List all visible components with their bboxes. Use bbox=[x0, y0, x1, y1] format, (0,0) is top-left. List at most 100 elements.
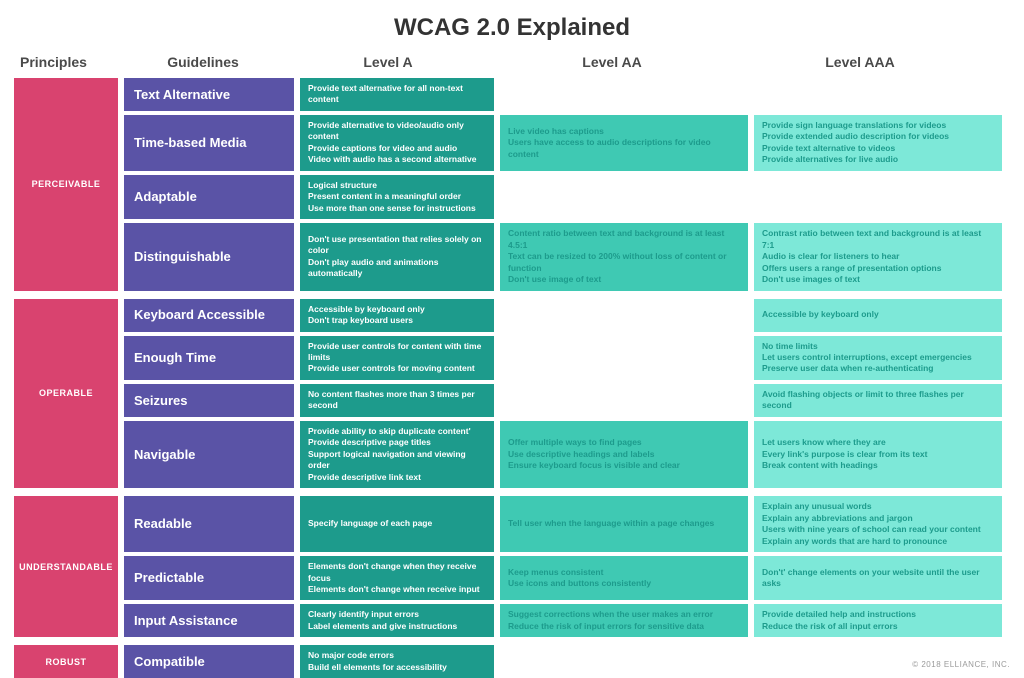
criterion-text: Let users control interruptions, except … bbox=[762, 352, 994, 363]
criterion-text: Reduce the risk of all input errors bbox=[762, 621, 994, 632]
rows-container: Keyboard AccessibleAccessible by keyboar… bbox=[124, 299, 1010, 489]
level-aa-cell bbox=[500, 384, 748, 417]
criterion-text: Contrast ratio between text and backgrou… bbox=[762, 228, 994, 251]
level-aa-cell bbox=[500, 299, 748, 332]
guideline-row: SeizuresNo content flashes more than 3 t… bbox=[124, 384, 1010, 417]
criterion-text: Provide text alternative for all non-tex… bbox=[308, 83, 486, 106]
criterion-text: Keep menus consistent bbox=[508, 567, 740, 578]
header-guidelines: Guidelines bbox=[118, 52, 288, 72]
criterion-text: Don't' change elements on your website u… bbox=[762, 567, 994, 590]
criterion-text: Explain any abbreviations and jargon bbox=[762, 513, 994, 524]
criterion-text: Provide extended audio description for v… bbox=[762, 131, 994, 142]
criterion-text: Break content with headings bbox=[762, 460, 994, 471]
principle-label: ROBUST bbox=[14, 645, 118, 678]
rows-container: CompatibleNo major code errorsBuild ell … bbox=[124, 645, 1010, 678]
criterion-text: Use more than one sense for instructions bbox=[308, 203, 486, 214]
header-level-aaa: Level AAA bbox=[736, 52, 984, 72]
criterion-text: Provide descriptive page titles bbox=[308, 437, 486, 448]
guideline-row: Enough TimeProvide user controls for con… bbox=[124, 336, 1010, 380]
level-aa-cell bbox=[500, 175, 748, 219]
criterion-text: Support logical navigation and viewing o… bbox=[308, 449, 486, 472]
criterion-text: Users have access to audio descriptions … bbox=[508, 137, 740, 160]
guideline-row: Text Alternative Provide text alternative… bbox=[124, 78, 1010, 111]
level-aa-cell bbox=[500, 645, 748, 678]
level-a-cell: Accessible by keyboard onlyDon't trap ke… bbox=[300, 299, 494, 332]
criterion-text: Offers users a range of presentation opt… bbox=[762, 263, 994, 274]
criterion-text: Audio is clear for listeners to hear bbox=[762, 251, 994, 262]
level-a-cell: Provide ability to skip duplicate conten… bbox=[300, 421, 494, 488]
level-aaa-cell: Let users know where they areEvery link'… bbox=[754, 421, 1002, 488]
criterion-text: Use descriptive headings and labels bbox=[508, 449, 740, 460]
criterion-text: Use icons and buttons consistently bbox=[508, 578, 740, 589]
guideline-row: Readable Specify language of each page Tel… bbox=[124, 496, 1010, 552]
level-aaa-cell: Provide sign language translations for v… bbox=[754, 115, 1002, 171]
level-a-cell: No major code errorsBuild ell elements f… bbox=[300, 645, 494, 678]
criterion-text: Don't use images of text bbox=[762, 274, 994, 285]
guideline-row: AdaptableLogical structurePresent conten… bbox=[124, 175, 1010, 219]
guideline-cell: Text Alternative bbox=[124, 78, 294, 111]
guideline-cell: Enough Time bbox=[124, 336, 294, 380]
criterion-text: Live video has captions bbox=[508, 126, 740, 137]
criterion-text: Video with audio has a second alternativ… bbox=[308, 154, 486, 165]
rows-container: Text Alternative Provide text alternative… bbox=[124, 78, 1010, 291]
guideline-cell: Readable bbox=[124, 496, 294, 552]
header-level-a: Level A bbox=[288, 52, 488, 72]
guideline-cell: Compatible bbox=[124, 645, 294, 678]
level-aa-cell bbox=[500, 336, 748, 380]
criterion-text: Provide alternatives for live audio bbox=[762, 154, 994, 165]
criterion-text: Don't play audio and animations automati… bbox=[308, 257, 486, 280]
level-aaa-cell: Avoid flashing objects or limit to three… bbox=[754, 384, 1002, 417]
level-aa-cell: Keep menus consistentUse icons and butto… bbox=[500, 556, 748, 600]
level-aaa-cell bbox=[754, 175, 1002, 219]
section-operable: OPERABLEKeyboard AccessibleAccessible by… bbox=[14, 299, 1010, 489]
header-principles: Principles bbox=[14, 52, 118, 72]
guideline-cell: Distinguishable bbox=[124, 223, 294, 290]
criterion-text: Provide alternative to video/audio only … bbox=[308, 120, 486, 143]
criterion-text: Tell user when the language within a pag… bbox=[508, 518, 740, 529]
section-understandable: UNDERSTANDABLEReadable Specify language o… bbox=[14, 496, 1010, 637]
level-aa-cell: Tell user when the language within a pag… bbox=[500, 496, 748, 552]
guideline-cell: Seizures bbox=[124, 384, 294, 417]
criterion-text: Don't trap keyboard users bbox=[308, 315, 486, 326]
copyright-footer: © 2018 ELLIANCE, INC. bbox=[912, 660, 1010, 669]
criterion-text: Provide sign language translations for v… bbox=[762, 120, 994, 131]
criterion-text: Every link's purpose is clear from its t… bbox=[762, 449, 994, 460]
guideline-row: NavigableProvide ability to skip duplica… bbox=[124, 421, 1010, 488]
level-a-cell: Logical structurePresent content in a me… bbox=[300, 175, 494, 219]
level-aa-cell: Content ratio between text and backgroun… bbox=[500, 223, 748, 290]
guideline-cell: Keyboard Accessible bbox=[124, 299, 294, 332]
criterion-text: Label elements and give instructions bbox=[308, 621, 486, 632]
principle-label: UNDERSTANDABLE bbox=[14, 496, 118, 637]
criterion-text: Specify language of each page bbox=[308, 518, 486, 529]
criterion-text: Preserve user data when re-authenticatin… bbox=[762, 363, 994, 374]
criterion-text: Offer multiple ways to find pages bbox=[508, 437, 740, 448]
guideline-cell: Navigable bbox=[124, 421, 294, 488]
column-headers: Principles Guidelines Level A Level AA L… bbox=[14, 52, 1010, 72]
level-a-cell: Specify language of each page bbox=[300, 496, 494, 552]
criterion-text: No major code errors bbox=[308, 650, 486, 661]
criterion-text: Elements don't change when they receive … bbox=[308, 561, 486, 584]
criterion-text: Text can be resized to 200% without loss… bbox=[508, 251, 740, 274]
criterion-text: Provide detailed help and instructions bbox=[762, 609, 994, 620]
level-a-cell: Clearly identify input errorsLabel eleme… bbox=[300, 604, 494, 637]
criterion-text: Ensure keyboard focus is visible and cle… bbox=[508, 460, 740, 471]
criterion-text: Accessible by keyboard only bbox=[762, 309, 994, 320]
principle-label: PERCEIVABLE bbox=[14, 78, 118, 291]
criterion-text: Don't use presentation that relies solel… bbox=[308, 234, 486, 257]
guideline-cell: Adaptable bbox=[124, 175, 294, 219]
criterion-text: Provide user controls for moving content bbox=[308, 363, 486, 374]
level-a-cell: Elements don't change when they receive … bbox=[300, 556, 494, 600]
guideline-row: Distinguishable Don't use presentation th… bbox=[124, 223, 1010, 290]
criterion-text: Avoid flashing objects or limit to three… bbox=[762, 389, 994, 412]
criterion-text: Logical structure bbox=[308, 180, 486, 191]
section-robust: ROBUSTCompatibleNo major code errorsBuil… bbox=[14, 645, 1010, 678]
level-aa-cell: Offer multiple ways to find pagesUse des… bbox=[500, 421, 748, 488]
guideline-cell: Predictable bbox=[124, 556, 294, 600]
principle-label: OPERABLE bbox=[14, 299, 118, 489]
criterion-text: Provide text alternative to videos bbox=[762, 143, 994, 154]
level-aaa-cell bbox=[754, 78, 1002, 111]
criterion-text: Provide descriptive link text bbox=[308, 472, 486, 483]
criterion-text: Clearly identify input errors bbox=[308, 609, 486, 620]
criterion-text: Explain any words that are hard to prono… bbox=[762, 536, 994, 547]
criterion-text: Provide captions for video and audio bbox=[308, 143, 486, 154]
